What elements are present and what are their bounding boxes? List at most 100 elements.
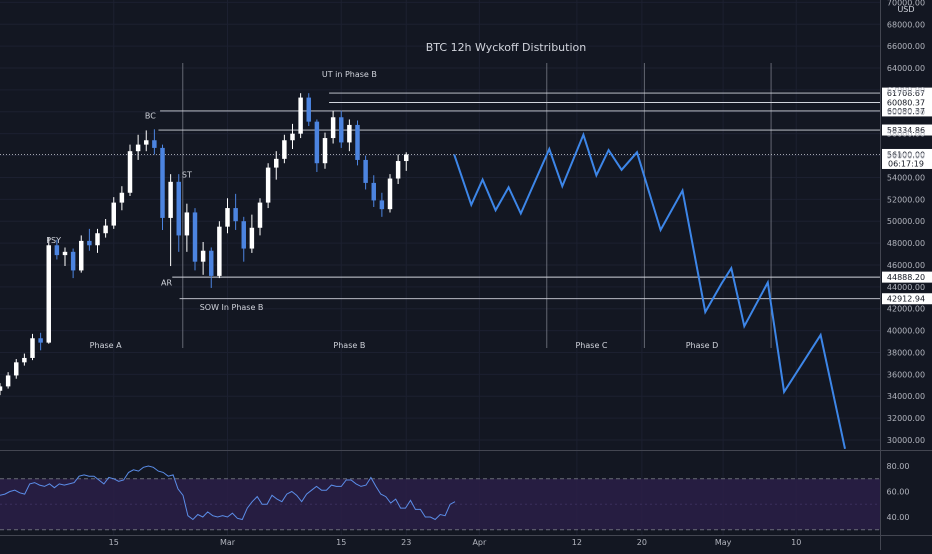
candle: [330, 110, 336, 144]
level-price-tag: 61708.67: [882, 87, 932, 99]
candle: [363, 155, 368, 190]
phase-label: Phase A: [90, 341, 122, 350]
price-tick-label: 40000.00: [887, 327, 925, 336]
candle: [322, 132, 328, 169]
candle-body: [282, 140, 287, 159]
price-tick-label: 54000.00: [887, 173, 925, 182]
candle-body: [387, 178, 393, 210]
candle: [217, 221, 222, 279]
candle: [355, 120, 360, 166]
candle-body: [184, 212, 190, 236]
candle: [379, 192, 385, 217]
candle: [200, 241, 206, 275]
candle: [135, 134, 141, 160]
level-price-tag: 60080.37: [882, 105, 932, 117]
price-tick-label: 68000.00: [887, 20, 925, 29]
candle-body: [14, 362, 19, 376]
candle-body: [379, 200, 385, 210]
time-tick-label: Mar: [220, 538, 236, 547]
candle: [111, 197, 116, 229]
level-tag-box: [882, 271, 932, 283]
price-tick-label: 58000.00: [887, 130, 925, 139]
candle-body: [322, 138, 328, 164]
countdown-label: 06:17:19: [888, 159, 924, 168]
candle-body: [274, 158, 279, 168]
wyckoff-label: BC: [145, 111, 156, 120]
rsi-line: [0, 465, 456, 521]
candle-body: [404, 154, 409, 162]
candle: [371, 175, 376, 207]
candle: [0, 383, 3, 396]
candle-body: [200, 250, 206, 262]
candle: [395, 154, 401, 185]
candle: [46, 237, 51, 344]
candle: [95, 228, 100, 253]
candle: [290, 123, 295, 149]
candle: [5, 372, 11, 389]
candle-body: [152, 140, 157, 148]
candle-body: [0, 386, 3, 391]
price-tick-label: 32000.00: [887, 414, 925, 423]
candle: [249, 214, 255, 253]
candle: [14, 359, 19, 379]
candle: [184, 203, 190, 252]
wyckoff-label: SOW In Phase B: [200, 303, 264, 312]
time-tick-label: May: [715, 538, 732, 547]
level-price-tag: 42912.94: [882, 293, 932, 305]
candle: [306, 93, 311, 127]
candle: [241, 216, 246, 262]
candle: [62, 247, 68, 267]
candle-body: [127, 151, 133, 193]
level-tag-label: 60080.37: [887, 107, 925, 116]
chart-title: BTC 12h Wyckoff Distribution: [426, 41, 586, 54]
candle: [152, 129, 157, 155]
candle: [314, 119, 320, 172]
candle: [119, 186, 125, 211]
price-tick-label: 36000.00: [887, 370, 925, 379]
price-tick-label: 46000.00: [887, 261, 925, 270]
candle-body: [87, 240, 92, 246]
candle: [225, 198, 230, 234]
time-tick-label: 10: [791, 538, 801, 547]
candle-body: [225, 208, 230, 227]
candle-body: [103, 225, 108, 234]
candle-body: [395, 161, 401, 179]
wyckoff-label: ST: [182, 170, 192, 179]
candle: [176, 174, 181, 252]
time-tick-label: 20: [637, 538, 647, 547]
candle: [160, 144, 165, 230]
candle-body: [257, 202, 263, 228]
candle-body: [95, 233, 100, 246]
last-price-box: [882, 148, 932, 169]
candle-body: [135, 144, 141, 152]
candle-body: [290, 133, 295, 141]
candle: [79, 235, 84, 273]
price-tick-label: 56000.00: [887, 152, 925, 161]
rsi-tick-label: 80.00: [887, 462, 910, 471]
level-price-tag: 44888.20: [882, 271, 932, 283]
projection-path: [453, 131, 846, 450]
level-tag-box: [882, 124, 932, 136]
level-price-tag: 58334.86: [882, 124, 932, 136]
price-tick-label: 38000.00: [887, 348, 925, 357]
time-tick-label: Apr: [472, 538, 487, 547]
candle-body: [249, 227, 255, 249]
wyckoff-label: AR: [161, 279, 172, 288]
candle-body: [144, 140, 149, 145]
price-tick-label: 44000.00: [887, 283, 925, 292]
candle: [168, 174, 173, 267]
candle-body: [70, 251, 76, 271]
candle: [127, 144, 133, 197]
currency-label: USD: [897, 5, 914, 14]
wyckoff-label: PSY: [46, 236, 61, 245]
rsi-tick-label: 40.00: [887, 513, 910, 522]
level-tag-label: 58334.86: [887, 126, 925, 135]
candle: [404, 152, 409, 171]
candle: [38, 332, 43, 351]
candle-body: [347, 124, 352, 143]
level-price-tag: 60080.37: [882, 97, 932, 109]
candle-body: [62, 251, 68, 256]
